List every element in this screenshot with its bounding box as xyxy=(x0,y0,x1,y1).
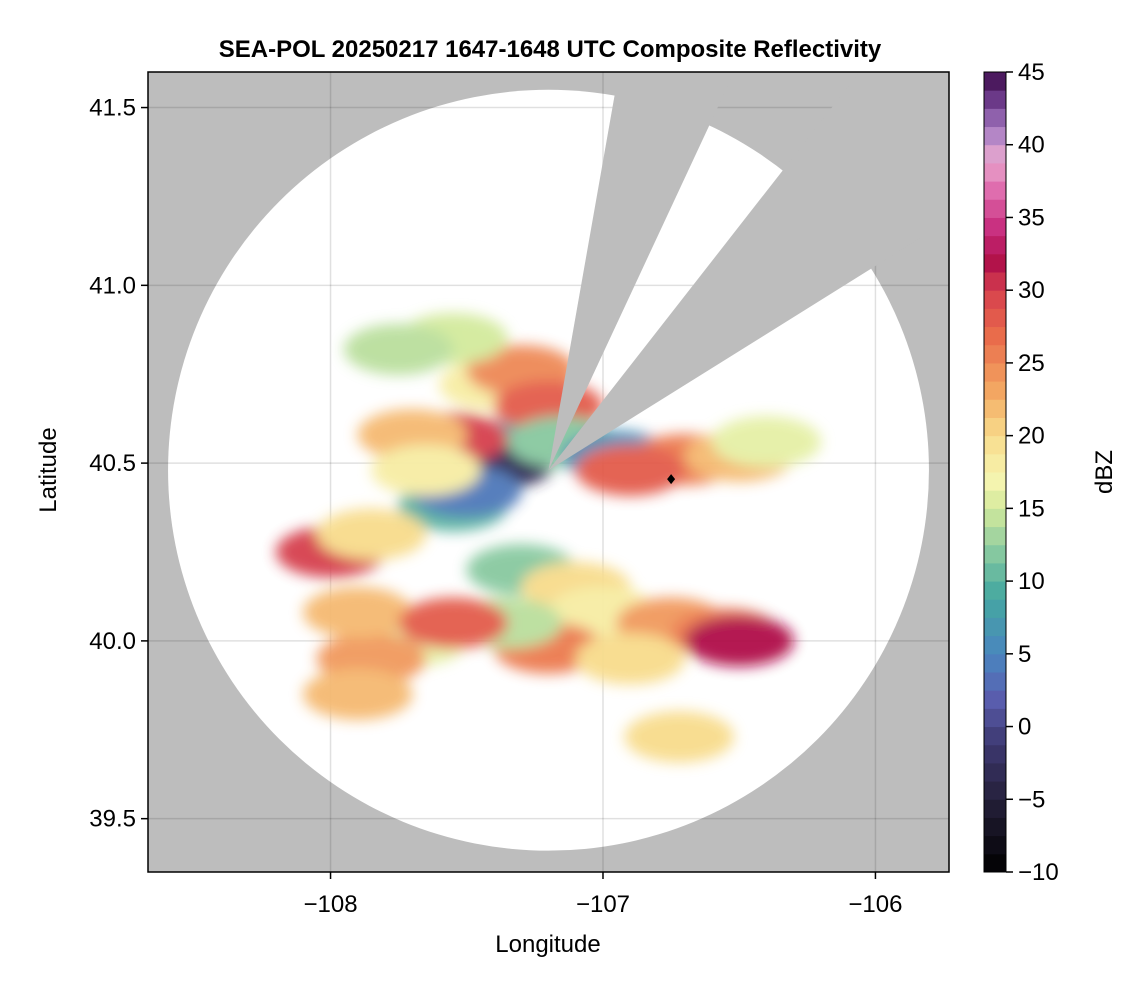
colorbar-bin xyxy=(984,490,1006,509)
plot-frame xyxy=(147,71,950,873)
blocked-sector xyxy=(548,72,949,471)
echo-cell xyxy=(711,416,822,468)
y-tick-label: 39.5 xyxy=(89,806,136,833)
colorbar-bin xyxy=(984,708,1006,728)
colorbar-bin xyxy=(984,326,1006,346)
echo-cell xyxy=(575,444,685,496)
colorbar-bin xyxy=(984,762,1006,782)
colorbar-bin xyxy=(984,781,1006,800)
colorbar-tick-label: 15 xyxy=(1018,495,1045,522)
colorbar-bin xyxy=(984,799,1006,818)
colorbar-bin xyxy=(984,181,1006,200)
x-tick-label: −108 xyxy=(304,891,358,918)
colorbar-bin xyxy=(984,144,1006,164)
colorbar-tick-label: 0 xyxy=(1018,714,1031,741)
colorbar-bin xyxy=(984,381,1006,400)
colorbar-bin xyxy=(984,199,1006,218)
echo-cell xyxy=(303,586,413,639)
x-tick-label: −106 xyxy=(848,891,902,918)
chart-title: SEA-POL 20250217 1647-1648 UTC Composite… xyxy=(219,36,882,63)
reflectivity-field xyxy=(275,313,822,763)
colorbar-frame xyxy=(983,71,1007,873)
colorbar-bin xyxy=(984,126,1006,146)
colorbar-bin xyxy=(984,726,1006,746)
colorbar-bin xyxy=(984,835,1006,855)
colorbar-tick-label: 25 xyxy=(1018,350,1045,377)
colorbar-bin xyxy=(984,435,1006,455)
colorbar-bin xyxy=(984,526,1006,546)
colorbar-bin xyxy=(984,562,1006,582)
y-tick-label: 40.0 xyxy=(89,628,136,655)
colorbar-bin xyxy=(984,508,1006,528)
echo-cell xyxy=(316,508,427,560)
colorbar-bin xyxy=(984,853,1006,873)
colorbar-bin xyxy=(984,253,1006,273)
colorbar-bin xyxy=(984,235,1006,255)
site-marker xyxy=(667,474,676,485)
colorbar-bin xyxy=(984,453,1006,473)
colorbar-bin xyxy=(984,217,1006,237)
colorbar-bin xyxy=(984,544,1006,564)
colorbar-tick-label: 45 xyxy=(1018,59,1045,86)
colorbar-bin xyxy=(984,344,1006,364)
colorbar-bin xyxy=(984,653,1006,673)
colorbar-bin xyxy=(984,162,1006,182)
x-axis-label: Longitude xyxy=(495,931,600,958)
colorbar-bin xyxy=(984,599,1006,618)
colorbar-bin xyxy=(984,308,1006,328)
y-axis-label: Latitude xyxy=(35,427,62,512)
colorbar-tick-label: 40 xyxy=(1018,132,1045,159)
colorbar-bin xyxy=(984,472,1006,491)
colorbar-bin xyxy=(984,417,1006,437)
colorbar-tick-label: −5 xyxy=(1018,786,1045,813)
echo-cell xyxy=(371,444,481,496)
blocked-sector xyxy=(548,72,735,471)
colorbar-bin xyxy=(984,690,1006,709)
colorbar-bin xyxy=(984,672,1006,691)
colorbar-bin xyxy=(984,362,1006,382)
colorbar-tick-label: 30 xyxy=(1018,277,1045,304)
echo-cell xyxy=(624,711,735,763)
y-tick-label: 40.5 xyxy=(89,450,136,477)
colorbar-bin xyxy=(984,617,1006,637)
colorbar-bin xyxy=(984,635,1006,655)
colorbar-tick-label: 10 xyxy=(1018,568,1045,595)
echo-cell xyxy=(343,323,454,375)
colorbar-bin xyxy=(984,399,1006,418)
colorbar-bin xyxy=(984,72,1006,91)
echo-cell xyxy=(398,597,508,649)
echo-cell xyxy=(303,668,413,720)
colorbar-tick-label: 20 xyxy=(1018,423,1045,450)
colorbar-tick-label: 35 xyxy=(1018,204,1045,231)
y-tick-label: 41.0 xyxy=(89,272,136,299)
y-tick-label: 41.5 xyxy=(89,95,136,122)
colorbar-bin xyxy=(984,744,1006,764)
colorbar-bin xyxy=(984,108,1006,128)
echo-cell xyxy=(684,615,794,667)
colorbar-tick-label: −10 xyxy=(1018,859,1059,886)
colorbar-label: dBZ xyxy=(1091,450,1118,494)
colorbar-bin xyxy=(984,90,1006,109)
echo-cell xyxy=(575,633,685,685)
colorbar-bin xyxy=(984,581,1006,600)
x-tick-label: −107 xyxy=(576,891,630,918)
colorbar-tick-label: 5 xyxy=(1018,641,1031,668)
colorbar-bin xyxy=(984,817,1006,837)
colorbar-bin xyxy=(984,290,1006,309)
colorbar-bin xyxy=(984,272,1006,291)
